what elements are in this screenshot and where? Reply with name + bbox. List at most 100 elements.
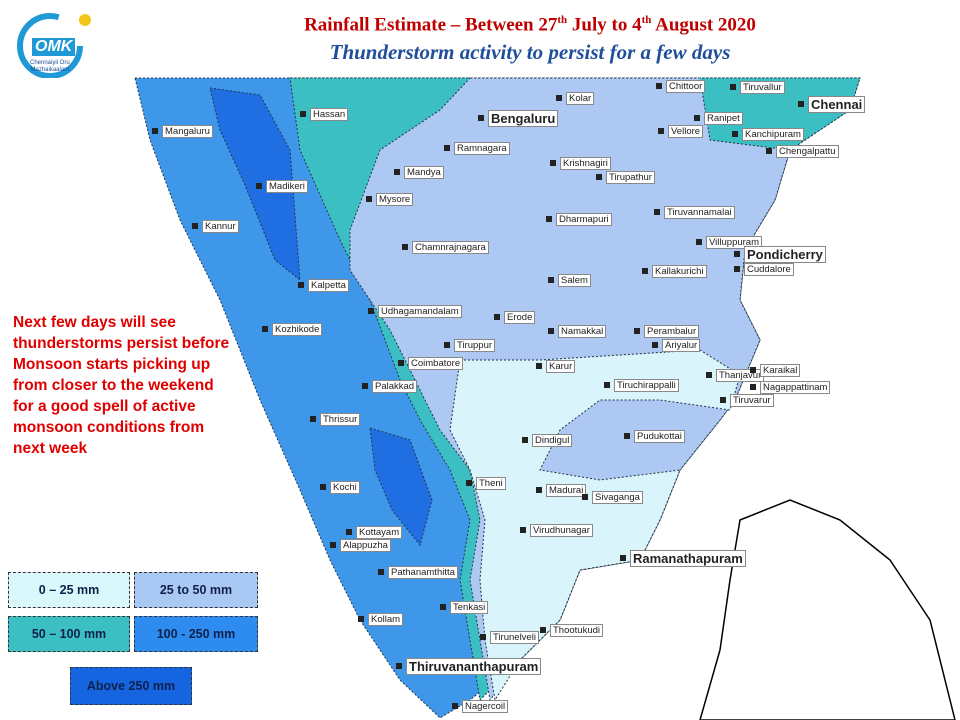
- place-marker: [396, 663, 402, 669]
- place-marker: [520, 527, 526, 533]
- place-label: Kanchipuram: [742, 128, 804, 141]
- place-label: Cuddalore: [744, 263, 794, 276]
- place-marker: [540, 627, 546, 633]
- place-label: Virudhunagar: [530, 524, 593, 537]
- note: Next few days will see thunderstorms pers…: [13, 312, 229, 459]
- place-marker: [466, 480, 472, 486]
- logo-tagline: Chennaiyil Oru Mazhaikaalam: [30, 60, 70, 73]
- place-label: Mandya: [404, 166, 444, 179]
- place-label: Thanjavur: [716, 369, 765, 382]
- place-marker: [652, 342, 658, 348]
- place-label: Thiruvananthapuram: [406, 658, 542, 675]
- note-line: for a good spell of active: [13, 398, 196, 415]
- place-label: Chamnrajnagara: [412, 241, 489, 254]
- place-marker: [262, 326, 268, 332]
- place-marker: [398, 360, 404, 366]
- note-line: thunderstorms persist before: [13, 335, 230, 352]
- place-marker: [750, 367, 756, 373]
- place-marker: [620, 555, 626, 561]
- place-label: Pondicherry: [744, 246, 826, 263]
- place-marker: [300, 111, 306, 117]
- place-label: Krishnagiri: [560, 157, 611, 170]
- place-marker: [654, 209, 660, 215]
- place-marker: [368, 308, 374, 314]
- place-marker: [550, 160, 556, 166]
- place-marker: [596, 174, 602, 180]
- place-marker: [362, 383, 368, 389]
- place-label: Madurai: [546, 484, 587, 497]
- place-label: Kannur: [202, 220, 239, 233]
- place-marker: [536, 363, 542, 369]
- place-label: Kozhikode: [272, 323, 323, 336]
- place-label: Tiruchirappalli: [614, 379, 679, 392]
- place-label: Kochi: [330, 481, 360, 494]
- place-marker: [604, 382, 610, 388]
- place-marker: [730, 84, 736, 90]
- place-label: Tirunelveli: [490, 631, 539, 644]
- place-marker: [548, 328, 554, 334]
- place-label: Ramnagara: [454, 142, 510, 155]
- place-marker: [346, 529, 352, 535]
- note-line: next week: [13, 440, 88, 457]
- place-label: Tiruvarur: [730, 394, 774, 407]
- place-label: Madikeri: [266, 180, 308, 193]
- title: Rainfall Estimate – Between 27th July to…: [304, 14, 756, 36]
- place-marker: [546, 216, 552, 222]
- place-label: Kollam: [368, 613, 404, 626]
- place-label: Salem: [558, 274, 591, 287]
- region-0-25: [449, 349, 741, 702]
- place-marker: [494, 314, 500, 320]
- place-label: Tiruvallur: [740, 81, 785, 94]
- place-marker: [548, 277, 554, 283]
- place-marker: [366, 196, 372, 202]
- region-above-250: [209, 87, 301, 282]
- place-label: Vellore: [668, 125, 704, 138]
- place-label: Villuppuram: [706, 236, 762, 249]
- place-marker: [798, 101, 804, 107]
- place-label: Kottayam: [356, 526, 403, 539]
- place-label: Thrissur: [320, 413, 361, 426]
- place-label: Mangaluru: [162, 125, 213, 138]
- place-label: Chennai: [808, 96, 866, 113]
- place-label: Ranipet: [704, 112, 743, 125]
- place-label: Kolar: [566, 92, 595, 105]
- place-marker: [696, 239, 702, 245]
- logo: OMK Chennaiyil Oru Mazhaikaalam: [10, 8, 95, 78]
- place-marker: [582, 494, 588, 500]
- place-marker: [536, 487, 542, 493]
- place-label: Mysore: [376, 193, 414, 206]
- legend-item: 0 – 25 mm: [8, 572, 130, 608]
- note-line: Monsoon starts picking up: [13, 356, 211, 373]
- place-label: Karaikal: [760, 364, 801, 377]
- legend-item: Above 250 mm: [70, 667, 192, 705]
- place-label: Karur: [546, 360, 576, 373]
- place-label: Bengaluru: [488, 110, 559, 127]
- logo-name: OMK: [32, 38, 76, 56]
- place-label: Kalpetta: [308, 279, 349, 292]
- place-marker: [298, 282, 304, 288]
- place-marker: [358, 616, 364, 622]
- place-marker: [330, 542, 336, 548]
- place-marker: [192, 223, 198, 229]
- place-marker: [734, 266, 740, 272]
- place-marker: [720, 397, 726, 403]
- place-label: Tirupathur: [606, 171, 655, 184]
- place-marker: [444, 342, 450, 348]
- place-label: Ramanathapuram: [630, 550, 746, 567]
- note-line: Next few days will see: [13, 314, 176, 331]
- place-marker: [320, 484, 326, 490]
- legend-item: 50 – 100 mm: [8, 616, 130, 652]
- place-label: Namakkal: [558, 325, 607, 338]
- place-label: Pudukottai: [634, 430, 685, 443]
- place-marker: [634, 328, 640, 334]
- place-marker: [656, 83, 662, 89]
- place-label: Palakkad: [372, 380, 418, 393]
- place-label: Chengalpattu: [776, 145, 839, 158]
- sri-lanka: [699, 499, 956, 720]
- place-label: Kallakurichi: [652, 265, 707, 278]
- place-label: Coimbatore: [408, 357, 464, 370]
- legend-item: 25 to 50 mm: [134, 572, 258, 608]
- place-label: Tiruvannamalai: [664, 206, 735, 219]
